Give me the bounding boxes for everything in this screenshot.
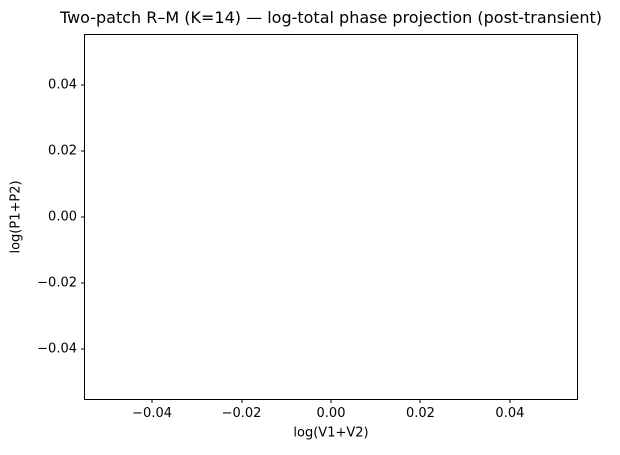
y-tick-mark [81,348,85,350]
y-tick-mark [81,84,85,86]
axes: −0.04 −0.02 0.00 0.02 0.04 −0.04 −0.02 0.00 0.02… [37,34,578,421]
y-tick-mark [81,282,85,284]
y-tick-label: 0.02 [48,143,77,159]
x-tick-mark [241,399,243,403]
x-tick-label: 0.04 [495,406,525,421]
y-axis-label: log(P1+P2) [8,180,24,254]
y-tick-mark [81,216,85,218]
x-tick-label: 0.02 [405,406,435,421]
x-tick-mark [151,399,153,403]
y-tick-label: −0.02 [37,275,77,291]
x-tick-mark [509,399,511,403]
x-tick-label: −0.02 [221,406,262,421]
x-tick-label: −0.04 [132,406,172,421]
y-tick-mark [81,150,85,152]
x-tick-mark [419,399,421,403]
x-tick-label: 0.00 [316,406,346,421]
x-axis-label: log(V1+V2) [293,425,369,441]
x-tick-mark [330,399,332,403]
y-tick-label: 0.04 [48,77,77,93]
y-tick-label: 0.00 [48,209,77,225]
y-tick-label: −0.04 [37,341,77,357]
chart-title: Two-patch R–M (K=14) — log-total phase p… [59,8,603,27]
